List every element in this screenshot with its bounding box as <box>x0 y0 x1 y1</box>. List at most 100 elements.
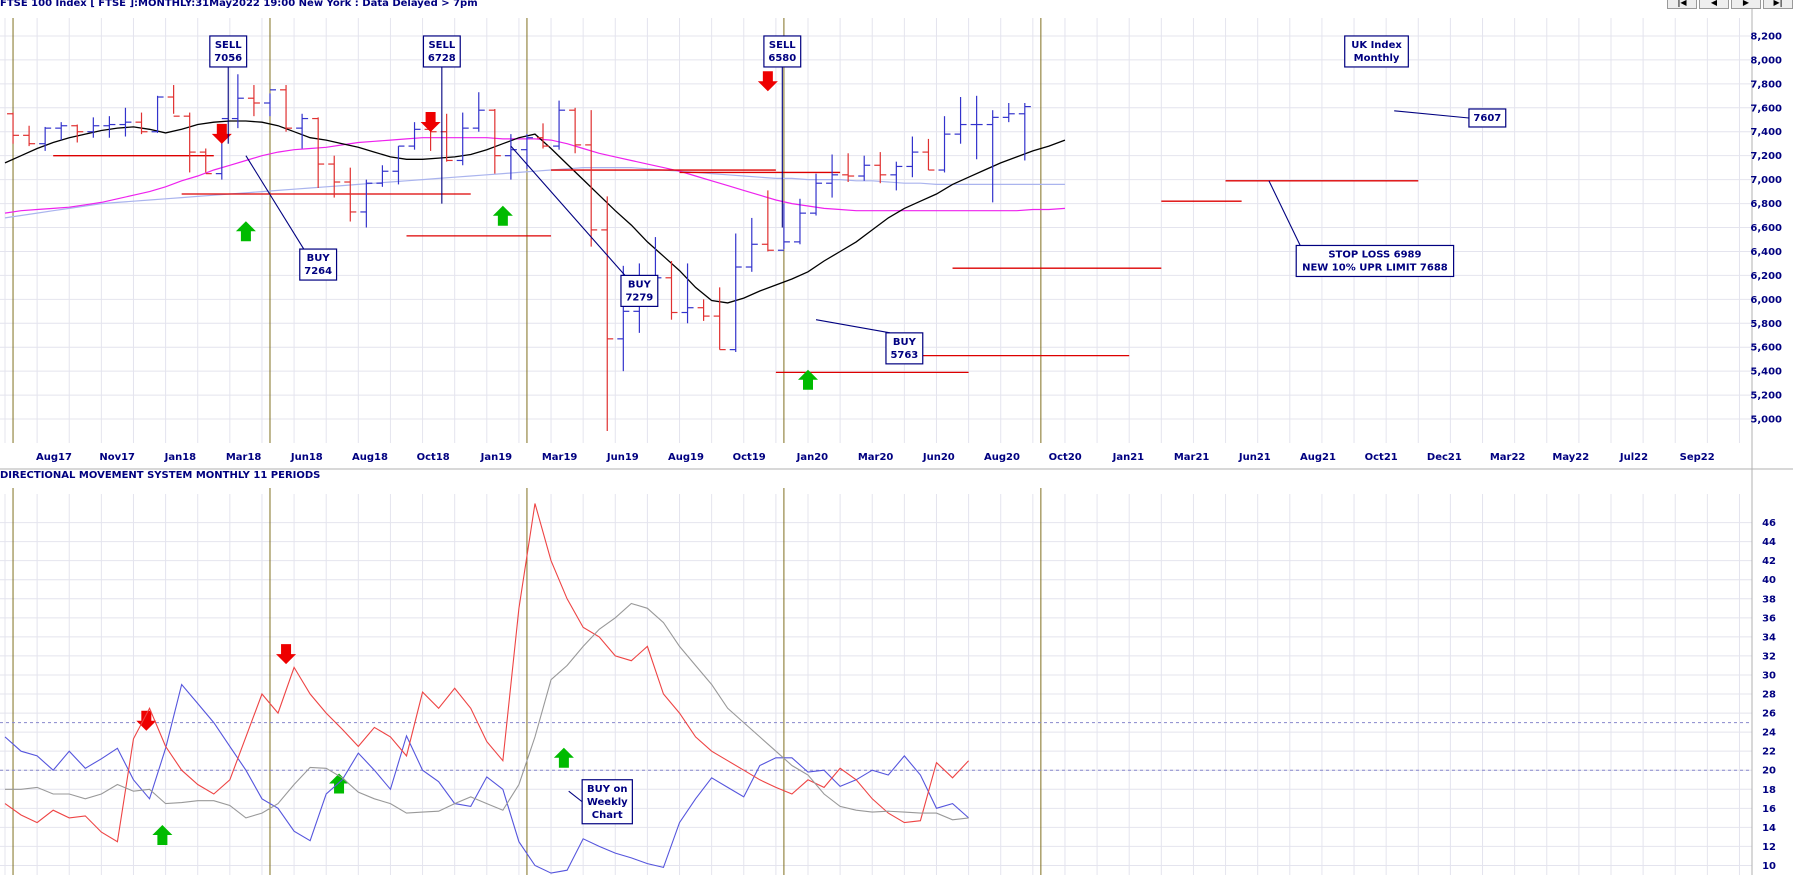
ohlc-bar <box>231 74 244 129</box>
buy-arrow-icon <box>235 221 256 242</box>
ohlc-bar <box>408 122 421 150</box>
indicator-sell-arrow-icon <box>136 710 157 731</box>
x-tick-label: Jan18 <box>164 452 197 463</box>
x-axis: Aug17 Nov17 Jan18 Mar18 Jun18 Aug18 Oct18 Jan19… <box>36 452 1715 463</box>
ohlc-bar <box>520 134 533 169</box>
price-annotation-text: 7607 <box>1473 113 1501 124</box>
price-y-tick-label: 7,800 <box>1750 79 1782 90</box>
ohlc-bar <box>906 136 919 178</box>
ohlc-bar <box>71 124 84 143</box>
price-annotation-text: 7264 <box>304 266 332 277</box>
price-annotation-box <box>620 274 659 307</box>
indicator-y-tick-label: 16 <box>1762 804 1776 815</box>
indicator-buy-arrow-icon <box>553 747 574 768</box>
x-tick-label: Jun20 <box>922 452 955 463</box>
indicator-annotation-leader <box>568 790 583 803</box>
ohlc-bar <box>328 155 341 198</box>
x-tick-label: Mar22 <box>1490 452 1526 463</box>
ohlc-bar <box>263 89 276 117</box>
ohlc-bar <box>970 95 983 160</box>
indicator-annotation-box <box>581 779 633 825</box>
x-tick-label: Mar18 <box>226 452 262 463</box>
buy-arrow-icon <box>798 369 818 390</box>
ohlc-bar <box>199 148 212 175</box>
nav-last-button[interactable]: ▶| <box>1763 0 1793 9</box>
price-y-tick-label: 6,000 <box>1750 295 1782 306</box>
price-annotation-box <box>1468 108 1507 128</box>
ohlc-bar <box>296 113 309 149</box>
ohlc-bar <box>39 126 52 151</box>
price-annotation-text: BUY <box>628 279 652 290</box>
price-annotation-box <box>1295 244 1455 278</box>
ohlc-bar <box>954 97 967 144</box>
indicator-chart-title: DIRECTIONAL MOVEMENT SYSTEM MONTHLY 11 P… <box>0 470 321 481</box>
indicator-y-tick-label: 38 <box>1762 594 1776 605</box>
indicator-y-tick-label: 20 <box>1762 766 1776 777</box>
indicator-y-tick-label: 32 <box>1762 651 1776 662</box>
price-annotation-leader <box>1394 110 1469 119</box>
price-annotation-text: NEW 10% UPR LIMIT 7688 <box>1302 262 1448 273</box>
indicator-y-tick-label: 40 <box>1762 575 1776 586</box>
ohlc-bar <box>810 173 823 216</box>
x-tick-label: Jun18 <box>290 452 323 463</box>
di-plus-line <box>4 683 969 874</box>
ohlc-bar <box>601 196 614 432</box>
nav-next-button[interactable]: ▶ <box>1731 0 1761 9</box>
x-tick-label: Aug18 <box>352 452 388 463</box>
indicator-annotation-text: BUY on <box>587 784 627 795</box>
ohlc-bar <box>826 154 839 198</box>
indicator-y-tick-label: 34 <box>1762 632 1776 643</box>
ohlc-bar <box>215 117 228 180</box>
ohlc-bar <box>874 152 887 184</box>
price-annotation: BUY 7264 <box>245 155 338 281</box>
ohlc-bar <box>745 217 758 272</box>
ohlc-bar <box>23 125 36 147</box>
buy-arrow-icon <box>492 205 513 226</box>
price-annotation-text: 7056 <box>214 53 242 64</box>
ohlc-bar <box>360 179 373 228</box>
ohlc-bar <box>553 100 566 150</box>
indicator-y-tick-label: 12 <box>1762 842 1776 853</box>
price-annotation-text: SELL <box>769 40 796 51</box>
x-tick-label: Aug20 <box>984 452 1020 463</box>
ohlc-bar <box>681 263 694 324</box>
price-annotation: BUY 7279 <box>510 145 659 307</box>
x-tick-label: Aug21 <box>1300 452 1336 463</box>
price-annotation-box <box>422 35 461 68</box>
nav-prev-button[interactable]: ◀ <box>1699 0 1729 9</box>
ohlc-bar <box>713 287 726 351</box>
indicator-y-axis: 10 12 14 16 18 20 22 24 26 28 30 32 34 36 38 40 42 44 46 <box>1762 518 1776 872</box>
price-y-tick-label: 6,800 <box>1750 199 1782 210</box>
ohlc-bar <box>167 85 180 117</box>
ohlc-bar <box>376 165 389 187</box>
ohlc-bar <box>729 233 742 353</box>
nav-first-button[interactable]: |◀ <box>1667 0 1697 9</box>
price-y-tick-label: 8,000 <box>1750 55 1782 66</box>
moving-average-short <box>4 120 1066 304</box>
moving-average-long <box>4 167 1065 219</box>
price-y-tick-label: 7,200 <box>1750 151 1782 162</box>
ohlc-bar <box>344 167 357 222</box>
price-y-tick-label: 5,200 <box>1750 391 1782 402</box>
price-annotation-box <box>299 248 338 281</box>
price-annotation: SELL 6728 <box>422 35 461 204</box>
ohlc-bar <box>537 123 550 149</box>
di-minus-line <box>4 503 970 843</box>
x-tick-label: Mar19 <box>542 452 578 463</box>
price-annotation: SELL 6580 <box>763 35 802 228</box>
sell-arrow-icon <box>211 123 232 144</box>
ohlc-bar <box>793 198 806 245</box>
x-tick-label: Mar21 <box>1174 452 1210 463</box>
x-tick-label: Oct19 <box>733 452 766 463</box>
x-tick-label: Oct20 <box>1049 452 1082 463</box>
ohlc-bar <box>842 153 855 183</box>
x-tick-label: Aug17 <box>36 452 72 463</box>
price-annotation-text: 6580 <box>768 53 796 64</box>
indicator-y-tick-label: 18 <box>1762 785 1776 796</box>
price-y-tick-label: 6,200 <box>1750 271 1782 282</box>
indicator-y-tick-label: 42 <box>1762 556 1776 567</box>
x-tick-label: Jan20 <box>796 452 829 463</box>
price-annotation-text: 7279 <box>625 292 653 303</box>
ohlc-bar <box>922 138 935 171</box>
